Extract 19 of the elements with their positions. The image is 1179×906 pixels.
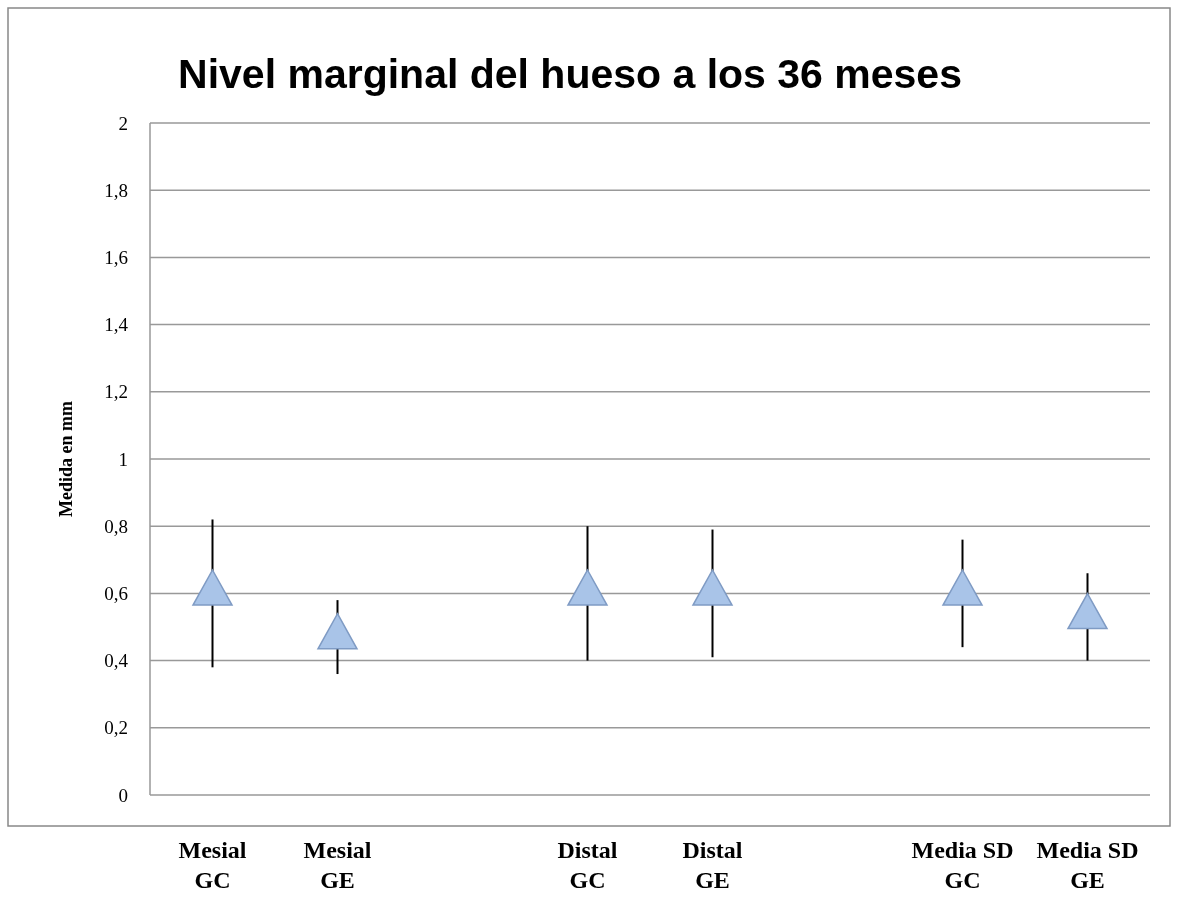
- y-tick-label: 1: [118, 448, 128, 470]
- x-tick-label: Mesial GE: [303, 837, 372, 893]
- x-tick-label: Media SD GE: [1036, 837, 1139, 893]
- y-tick-label: 1,2: [104, 381, 128, 403]
- y-tick-label: 0,2: [104, 717, 128, 739]
- y-tick-label: 2: [118, 112, 128, 134]
- y-tick-label: 1,8: [104, 179, 128, 201]
- y-tick-label: 0,4: [104, 650, 129, 672]
- y-tick-label: 1,6: [104, 247, 128, 269]
- x-tick-label: Media SD GC: [911, 837, 1014, 893]
- x-tick-label: Distal GE: [682, 837, 743, 893]
- chart-title: Nivel marginal del hueso a los 36 meses: [178, 51, 962, 97]
- y-tick-label: 0,8: [104, 515, 128, 537]
- y-tick-label: 1,4: [104, 314, 129, 336]
- y-tick-label: 0: [118, 784, 128, 806]
- y-tick-label: 0,6: [104, 583, 128, 605]
- x-tick-label: Mesial GC: [178, 837, 247, 893]
- x-tick-label: Distal GC: [557, 837, 618, 893]
- y-axis-title: Medida en mm: [56, 401, 76, 517]
